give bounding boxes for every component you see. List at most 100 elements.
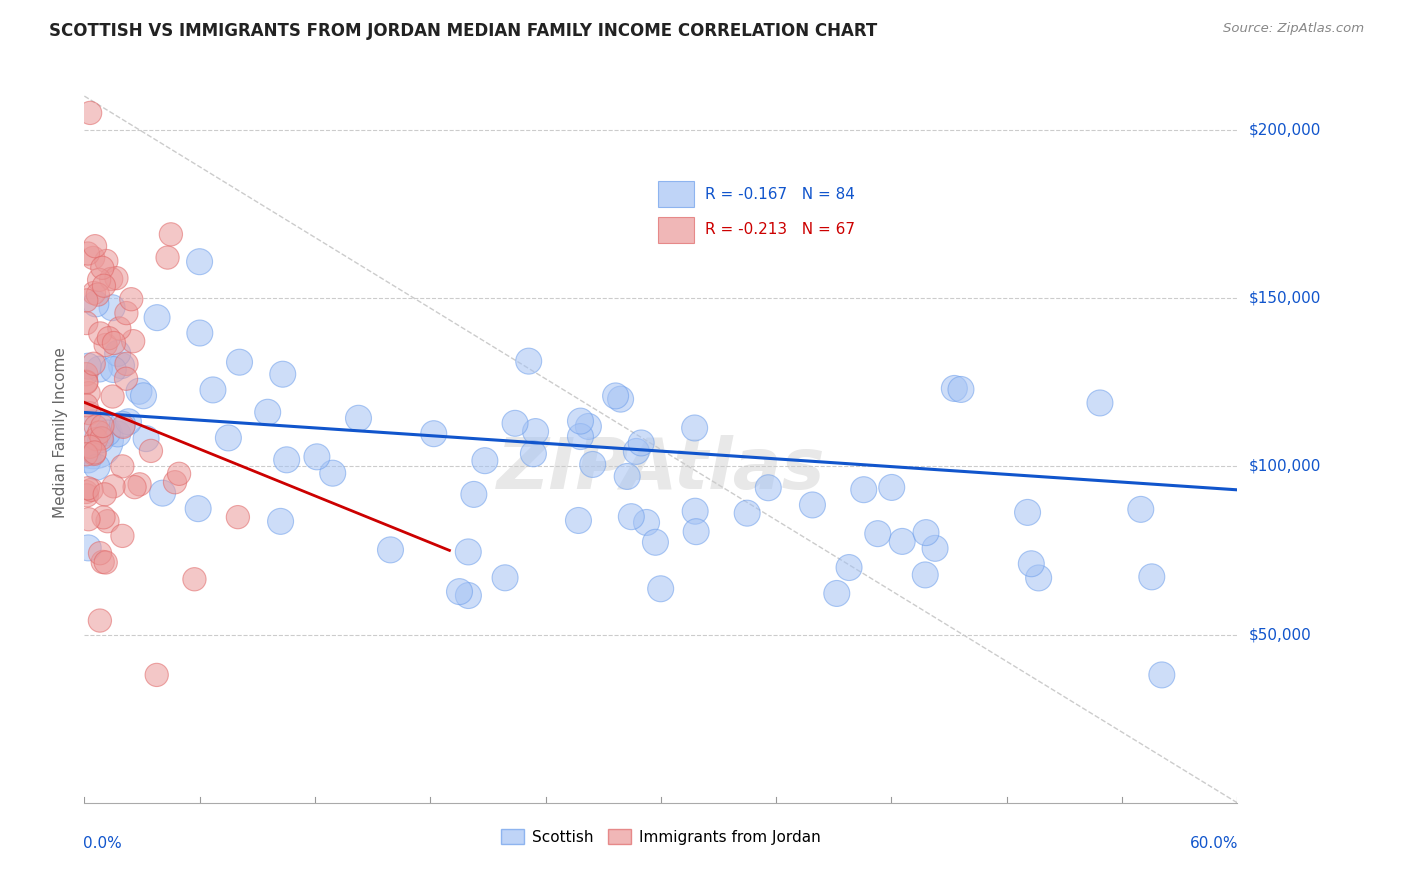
Point — [115, 306, 138, 320]
Point — [644, 535, 666, 549]
Point — [132, 389, 155, 403]
Point — [1021, 557, 1043, 571]
Point — [75, 376, 97, 390]
Point — [84, 297, 107, 311]
Point — [167, 467, 190, 481]
Text: 60.0%: 60.0% — [1189, 836, 1239, 851]
Point — [112, 420, 135, 434]
Point — [1150, 668, 1173, 682]
Point — [79, 106, 101, 120]
Point — [86, 460, 108, 475]
Point — [91, 555, 114, 569]
Text: R = -0.167   N = 84: R = -0.167 N = 84 — [706, 186, 855, 202]
Point — [801, 498, 824, 512]
Point — [1088, 396, 1111, 410]
Point — [1140, 570, 1163, 584]
Point — [256, 405, 278, 419]
Point — [100, 272, 122, 286]
Point — [866, 526, 889, 541]
Point — [77, 386, 100, 401]
Point — [380, 542, 402, 557]
Text: Source: ZipAtlas.com: Source: ZipAtlas.com — [1223, 22, 1364, 36]
Point — [503, 417, 526, 431]
Point — [838, 560, 860, 574]
Text: $200,000: $200,000 — [1249, 122, 1320, 137]
Point — [576, 419, 599, 434]
Point — [569, 429, 592, 443]
Point — [494, 571, 516, 585]
Point — [620, 509, 643, 524]
Point — [228, 355, 250, 369]
FancyBboxPatch shape — [658, 218, 695, 244]
Point — [96, 425, 118, 440]
Point — [582, 458, 605, 472]
FancyBboxPatch shape — [658, 181, 695, 207]
Point — [609, 392, 631, 406]
Point — [457, 589, 479, 603]
Point — [128, 384, 150, 399]
Point — [139, 444, 162, 458]
Point — [124, 480, 146, 494]
Point — [735, 506, 758, 520]
Point — [276, 452, 298, 467]
Point — [111, 529, 134, 543]
Point — [111, 459, 134, 474]
Point — [89, 326, 111, 341]
Point — [270, 514, 292, 528]
Text: R = -0.213   N = 67: R = -0.213 N = 67 — [706, 222, 855, 237]
Point — [93, 487, 115, 501]
Point — [569, 414, 592, 428]
Point — [650, 582, 672, 596]
Point — [93, 278, 115, 293]
Point — [567, 513, 589, 527]
Point — [117, 415, 139, 429]
Point — [83, 433, 105, 447]
Point — [83, 445, 105, 459]
Point — [90, 431, 112, 445]
Point — [449, 584, 471, 599]
Point — [422, 426, 444, 441]
Point — [79, 440, 101, 454]
Point — [89, 614, 111, 628]
Point — [103, 479, 125, 493]
Point — [105, 271, 128, 285]
Point — [75, 398, 97, 412]
Point — [891, 534, 914, 549]
Point — [103, 362, 125, 376]
Legend: Scottish, Immigrants from Jordan: Scottish, Immigrants from Jordan — [495, 823, 827, 851]
Point — [75, 485, 97, 500]
Point — [463, 487, 485, 501]
Point — [683, 504, 706, 518]
Point — [82, 251, 104, 265]
Point — [94, 338, 117, 352]
Y-axis label: Median Family Income: Median Family Income — [53, 347, 69, 518]
Point — [522, 447, 544, 461]
Point — [77, 453, 100, 467]
Text: $50,000: $50,000 — [1249, 627, 1312, 642]
Point — [89, 362, 111, 376]
Point — [77, 246, 100, 260]
Point — [1129, 502, 1152, 516]
Point — [152, 486, 174, 500]
Text: $150,000: $150,000 — [1249, 291, 1320, 305]
Point — [94, 556, 117, 570]
Point — [626, 444, 648, 458]
Point — [756, 481, 779, 495]
Point — [107, 346, 129, 360]
Point — [915, 525, 938, 540]
Point — [96, 254, 118, 268]
Point — [91, 260, 114, 275]
Point — [160, 227, 183, 242]
Point — [605, 389, 627, 403]
Point — [83, 447, 105, 461]
Point — [457, 545, 479, 559]
Point — [90, 433, 112, 447]
Point — [146, 310, 169, 325]
Point — [75, 447, 97, 461]
Point — [852, 483, 875, 497]
Point — [83, 357, 105, 371]
Text: SCOTTISH VS IMMIGRANTS FROM JORDAN MEDIAN FAMILY INCOME CORRELATION CHART: SCOTTISH VS IMMIGRANTS FROM JORDAN MEDIA… — [49, 22, 877, 40]
Point — [76, 488, 98, 502]
Point — [111, 417, 134, 432]
Point — [163, 475, 186, 490]
